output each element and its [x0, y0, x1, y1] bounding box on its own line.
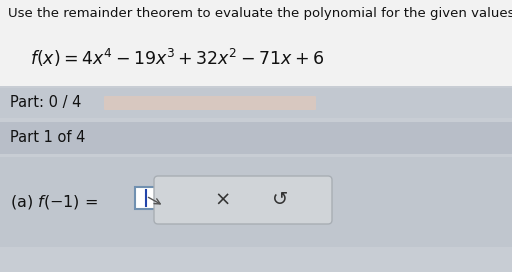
Text: Part: 0 / 4: Part: 0 / 4 [10, 95, 81, 110]
FancyBboxPatch shape [0, 122, 512, 154]
Text: Part 1 of 4: Part 1 of 4 [10, 131, 86, 146]
FancyBboxPatch shape [0, 0, 512, 86]
Text: ↺: ↺ [272, 190, 289, 209]
FancyBboxPatch shape [0, 88, 512, 118]
FancyBboxPatch shape [0, 157, 512, 247]
Text: Use the remainder theorem to evaluate the polynomial for the given values of x.: Use the remainder theorem to evaluate th… [8, 8, 512, 20]
Text: (a) $f(-1)$ =: (a) $f(-1)$ = [10, 193, 98, 211]
Text: ×: × [215, 190, 231, 209]
FancyBboxPatch shape [135, 187, 157, 209]
Text: $f(x) = 4x^4 - 19x^3 + 32x^2 - 71x + 6$: $f(x) = 4x^4 - 19x^3 + 32x^2 - 71x + 6$ [30, 47, 324, 69]
FancyBboxPatch shape [154, 176, 332, 224]
FancyBboxPatch shape [104, 96, 316, 110]
